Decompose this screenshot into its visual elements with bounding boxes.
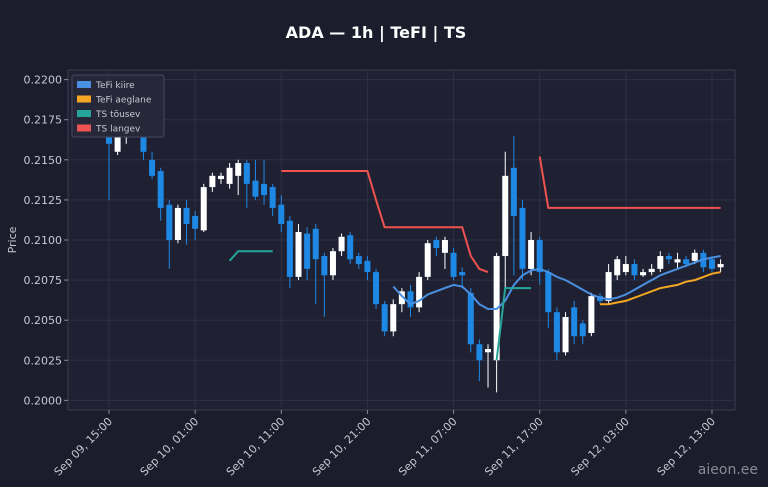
candle-body [553, 312, 560, 353]
legend-box [71, 74, 165, 138]
candle-body [416, 276, 423, 308]
legend-label: TS langev [95, 125, 141, 135]
candle-body [588, 296, 595, 334]
legend-label: TeFi kiire [95, 81, 135, 91]
candle-body [312, 228, 319, 260]
candle-body [640, 272, 647, 276]
legend-label: TS tõusev [95, 110, 141, 120]
series-line [281, 156, 721, 274]
series-line [228, 250, 532, 361]
y-tick-label: 0.2125 [24, 194, 63, 207]
candle-body [243, 163, 250, 184]
legend-swatch [77, 110, 91, 117]
candle-body [226, 167, 233, 184]
candle-body [441, 240, 448, 253]
legend-swatch [77, 81, 91, 88]
y-tick-label: 0.2200 [24, 74, 63, 87]
legend: TeFi kiire TeFi aeglane TS tõusev TS langev [71, 74, 165, 138]
candle-body [708, 259, 715, 269]
y-tick-label: 0.2025 [24, 354, 63, 367]
candle-body [476, 344, 483, 361]
candle-body [278, 204, 285, 224]
y-tick-label: 0.2100 [24, 234, 63, 247]
candle-body [562, 316, 569, 353]
candle-body [459, 272, 466, 276]
candle-body [407, 291, 414, 308]
candle-body [373, 272, 380, 305]
candle-body [381, 304, 388, 332]
candle-body [269, 187, 276, 208]
candle-body [614, 259, 621, 276]
candle-body [261, 183, 268, 196]
candle-body [304, 233, 311, 269]
candle-body [691, 252, 698, 261]
candle-body [571, 307, 578, 337]
legend-label: TeFi aeglane [95, 96, 152, 106]
y-tick-label: 0.2075 [24, 274, 63, 287]
candle-body [286, 220, 293, 277]
candle-body [166, 204, 173, 240]
candle-body [252, 180, 259, 197]
y-tick-label: 0.2050 [24, 314, 63, 327]
chart-title: ADA — 1h | TeFI | TS [286, 23, 467, 43]
candle-body [338, 236, 345, 252]
candle-body [209, 175, 216, 188]
candle-body [295, 231, 302, 277]
candle-body [347, 235, 354, 260]
candle-body [467, 292, 474, 345]
legend-swatch [77, 124, 91, 132]
candle-body [657, 256, 664, 269]
candle-body [157, 171, 164, 208]
watermark: aieon.ee [698, 462, 758, 478]
candle-body [510, 167, 517, 216]
candle-body [321, 256, 328, 276]
candle-body [519, 207, 526, 269]
candle-body [545, 272, 552, 313]
candle-body [433, 240, 440, 249]
candle-body [536, 240, 543, 273]
candle-body [149, 159, 156, 176]
legend-swatch [77, 95, 91, 103]
candle-body [631, 264, 638, 276]
candle-body [183, 207, 190, 224]
y-tick-label: 0.2000 [24, 394, 63, 407]
candle-body [192, 215, 199, 229]
candle-body [217, 175, 224, 180]
candle-body [174, 207, 181, 240]
candle-body [329, 251, 336, 276]
candle-body [390, 304, 397, 332]
candle-body [717, 264, 724, 268]
y-tick-label: 0.2175 [24, 114, 63, 127]
candle-body [528, 240, 535, 269]
candle-body [622, 264, 629, 273]
candle-body [364, 260, 371, 273]
candle-body [683, 259, 690, 265]
candle-body [424, 243, 431, 277]
y-axis-label: Price [6, 226, 19, 253]
candle-body [485, 349, 492, 353]
candle-body [450, 252, 457, 277]
candle-body [674, 259, 681, 263]
candle-body [648, 268, 655, 273]
candle-body [235, 163, 242, 176]
candle-body [398, 291, 405, 305]
candle-body [665, 256, 672, 260]
candle-body [200, 187, 207, 231]
candle-body [502, 175, 509, 257]
candle-body [605, 272, 612, 301]
candle-body [355, 256, 362, 265]
series-line [392, 255, 721, 310]
candle-body [579, 323, 586, 337]
series-line [600, 271, 721, 306]
y-tick-label: 0.2150 [24, 154, 63, 167]
